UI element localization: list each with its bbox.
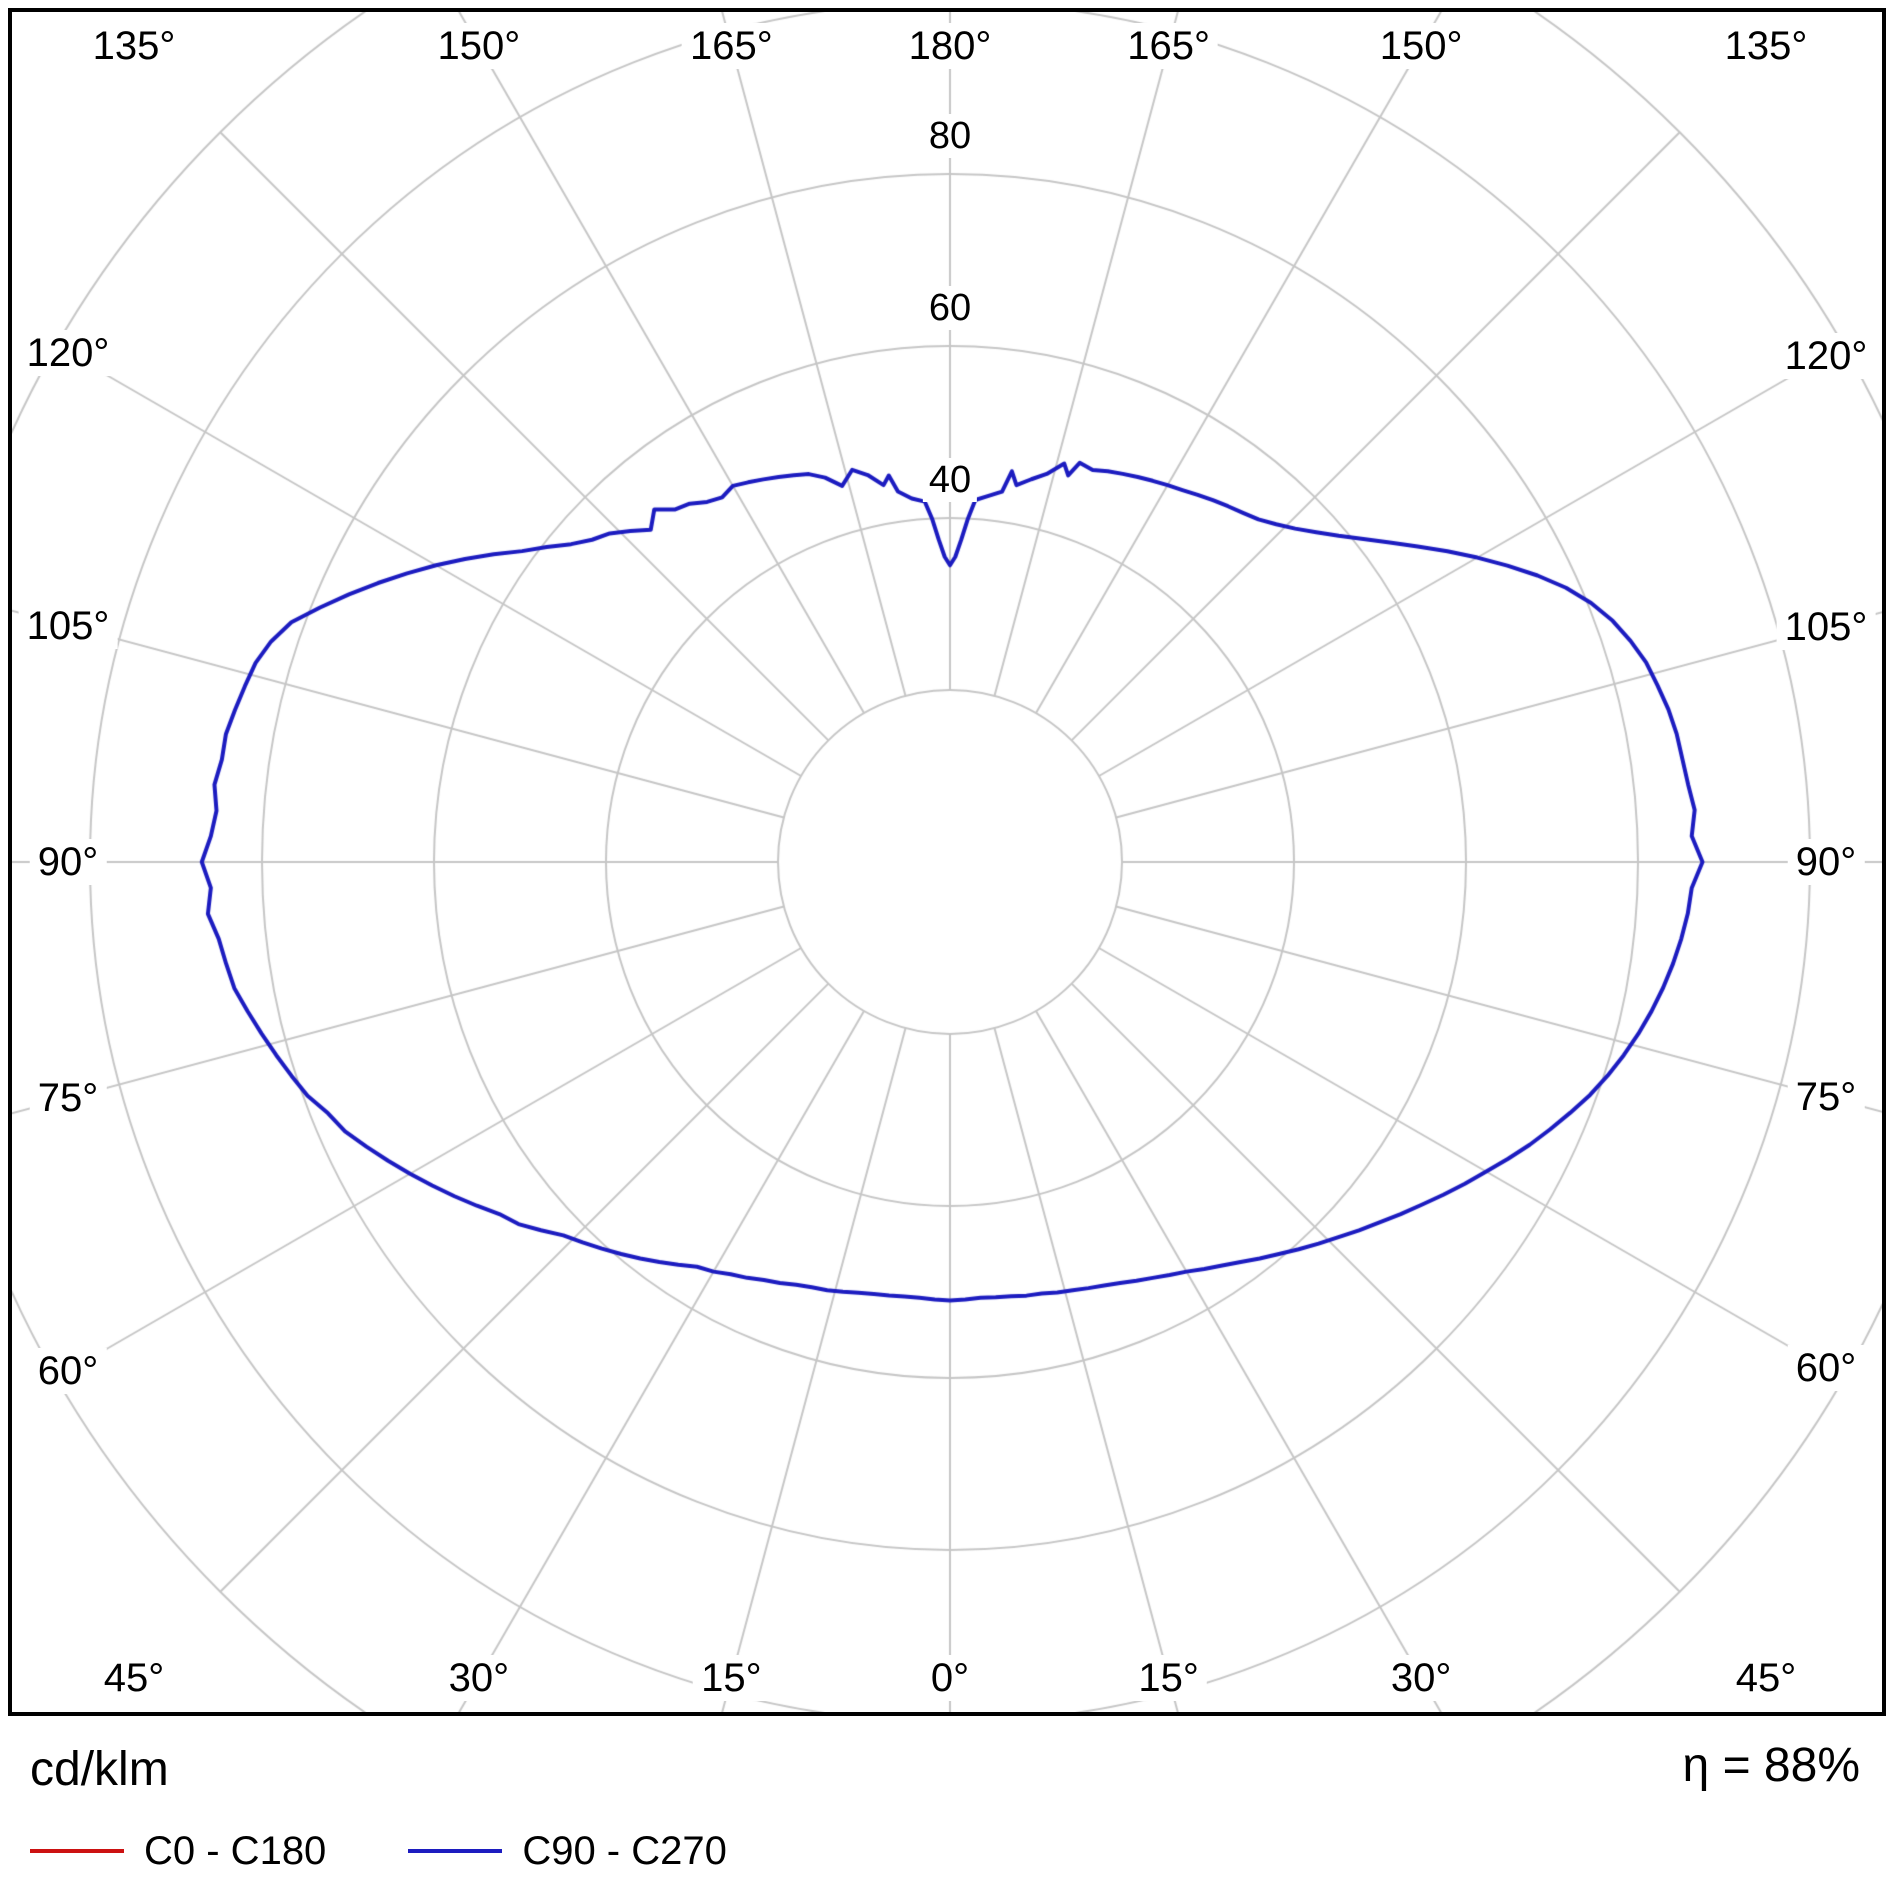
- legend-item-c0-c180: C0 - C180: [30, 1828, 326, 1874]
- legend: C0 - C180 C90 - C270: [30, 1828, 809, 1874]
- unit-label: cd/klm: [30, 1743, 169, 1796]
- polar-plot-area: 0° 15° 15° 30° 30° 45° 45° 60° 60° 75° 75° 90° 90° 10…: [8, 8, 1886, 1716]
- legend-label-c90-c270: C90 - C270: [522, 1829, 727, 1873]
- legend-line-c0-c180: [30, 1849, 124, 1853]
- polar-grid-and-curves-canvas: [12, 12, 1882, 1712]
- legend-label-c0-c180: C0 - C180: [144, 1829, 327, 1873]
- footer: cd/klm η = 88% C0 - C180 C90 - C270: [0, 1720, 1900, 1900]
- efficiency-label: η = 88%: [1682, 1739, 1860, 1792]
- legend-item-c90-c270: C90 - C270: [408, 1828, 727, 1874]
- legend-line-c90-c270: [408, 1849, 503, 1853]
